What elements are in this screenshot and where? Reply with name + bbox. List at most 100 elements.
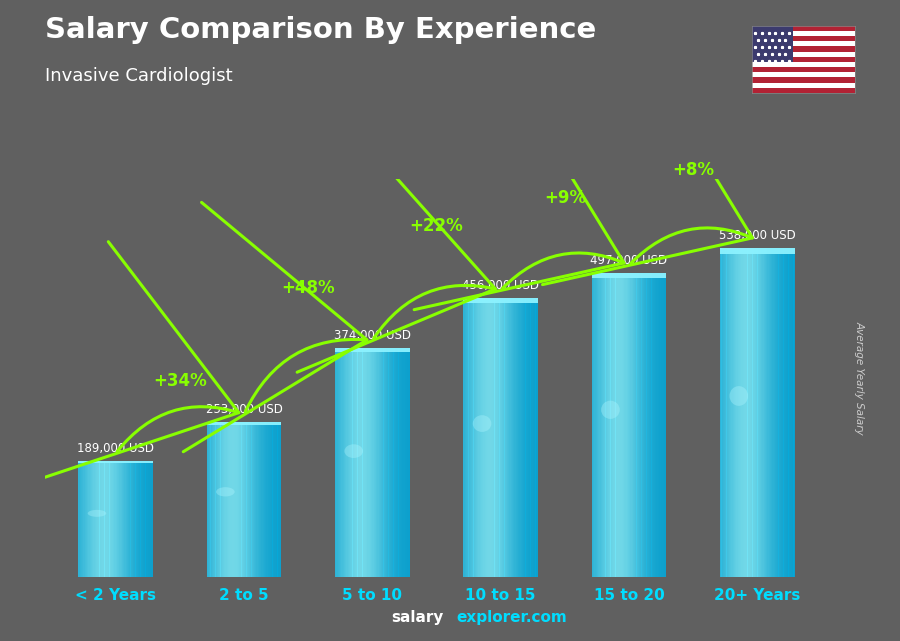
Bar [207,422,281,425]
Bar [788,248,790,577]
Bar [773,248,775,577]
Bar [220,422,221,577]
Text: explorer.com: explorer.com [456,610,567,625]
Bar [240,422,241,577]
Bar [752,56,855,62]
Bar [752,83,855,88]
Bar [784,248,785,577]
Bar [92,462,94,577]
Bar [217,422,218,577]
Bar [766,248,768,577]
Bar [656,273,658,577]
Bar [613,273,615,577]
Bar [402,348,403,577]
Bar [377,348,379,577]
Bar [130,462,132,577]
Bar [745,248,746,577]
Bar [504,298,506,577]
Bar [763,248,765,577]
Text: Average Yearly Salary: Average Yearly Salary [854,321,865,435]
Bar [752,51,855,56]
Bar [223,422,224,577]
Bar [219,422,220,577]
Bar [482,298,483,577]
Bar [382,348,383,577]
Bar [517,298,518,577]
Bar [791,248,792,577]
Bar [771,248,772,577]
Bar [466,298,467,577]
Bar [400,348,401,577]
Bar [635,273,636,577]
Bar [722,248,723,577]
Bar [503,298,505,577]
Bar [596,273,597,577]
Bar [214,422,215,577]
Bar [121,462,122,577]
Bar [395,348,396,577]
Bar [338,348,340,577]
Bar [335,348,410,353]
Bar [260,422,262,577]
Bar [250,422,251,577]
Bar [513,298,515,577]
Bar [779,248,781,577]
Bar [241,422,243,577]
Bar [775,248,776,577]
Bar [149,462,150,577]
Bar [360,348,361,577]
Bar [639,273,640,577]
Bar [736,248,738,577]
Bar [215,422,217,577]
Bar [624,273,625,577]
Bar [776,248,778,577]
Bar [654,273,655,577]
Bar [87,462,88,577]
Bar [124,462,126,577]
Bar [644,273,645,577]
Bar [405,348,406,577]
Bar [267,422,269,577]
Bar [348,348,350,577]
Bar [752,41,855,46]
Bar [391,348,392,577]
Bar [622,273,623,577]
Bar [107,462,108,577]
Bar [606,273,607,577]
Bar [464,298,466,577]
Bar [649,273,651,577]
Bar [211,422,212,577]
Bar [151,462,153,577]
Bar [726,248,728,577]
Bar [752,62,855,67]
Bar [640,273,642,577]
Bar [792,248,794,577]
Bar [111,462,112,577]
Bar [253,422,254,577]
Bar [759,248,760,577]
Bar [472,298,473,577]
Bar [138,462,140,577]
Text: Salary Comparison By Experience: Salary Comparison By Experience [45,16,596,44]
Bar [345,348,346,577]
Bar [529,298,531,577]
Bar [499,298,500,577]
Bar [734,248,735,577]
Bar [604,273,606,577]
Bar [477,298,479,577]
Bar [255,422,256,577]
FancyArrowPatch shape [184,203,367,452]
Bar [474,298,476,577]
Bar [346,348,347,577]
Bar [85,462,86,577]
Text: Invasive Cardiologist: Invasive Cardiologist [45,67,232,85]
Bar [403,348,405,577]
Bar [662,273,664,577]
Bar [118,462,120,577]
Bar [629,273,630,577]
Bar [100,462,101,577]
Bar [789,248,791,577]
Bar [597,273,598,577]
Bar [480,298,481,577]
Bar [523,298,525,577]
